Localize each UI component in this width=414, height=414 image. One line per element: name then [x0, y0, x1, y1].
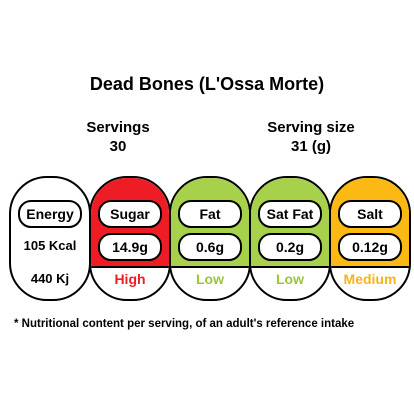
nutrient-value: 0.2g	[258, 233, 322, 261]
product-title: Dead Bones (L'Ossa Morte)	[89, 74, 325, 94]
nutrient-value: 14.9g	[98, 233, 162, 261]
serving-size-block: Serving size 31 (g)	[246, 118, 376, 156]
servings-block: Servings 30	[68, 118, 168, 156]
nutrient-name: Sat Fat	[258, 200, 322, 228]
energy-kj: 440 Kj	[30, 271, 70, 286]
nutrient-level: High	[114, 271, 146, 287]
nutrient-name: Sugar	[98, 200, 162, 228]
serving-size-label: Serving size	[267, 119, 355, 136]
nutrient-name: Fat	[178, 200, 242, 228]
nutrient-name: Salt	[338, 200, 402, 228]
serving-size-value: 31 (g)	[290, 138, 331, 155]
nutrient-value: 0.6g	[178, 233, 242, 261]
card-divider	[171, 266, 249, 268]
nutrient-card-sugar: Sugar 14.9g High	[89, 176, 171, 301]
nutrient-level: Medium	[343, 271, 397, 287]
card-divider	[251, 266, 329, 268]
nutrient-value: 0.12g	[338, 233, 402, 261]
nutrient-level: Low	[276, 271, 304, 287]
nutrient-level: Low	[196, 271, 224, 287]
nutrient-cards: Energy 105 Kcal 440 Kj Sugar 14.9g High …	[9, 176, 411, 301]
energy-kcal: 105 Kcal	[23, 238, 77, 253]
footnote: * Nutritional content per serving, of an…	[14, 318, 355, 330]
energy-card: Energy 105 Kcal 440 Kj	[9, 176, 91, 301]
nutrient-card-fat: Fat 0.6g Low	[169, 176, 251, 301]
nutrient-card-salt: Salt 0.12g Medium	[329, 176, 411, 301]
nutrient-card-sat-fat: Sat Fat 0.2g Low	[249, 176, 331, 301]
energy-label: Energy	[18, 200, 82, 228]
servings-label: Servings	[86, 119, 150, 136]
card-divider	[91, 266, 169, 268]
servings-value: 30	[109, 138, 127, 155]
card-divider	[331, 266, 409, 268]
